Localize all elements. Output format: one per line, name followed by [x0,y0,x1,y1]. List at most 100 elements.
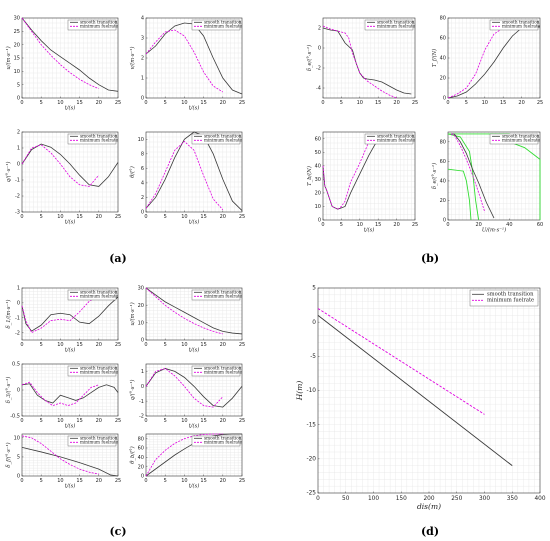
x-tick-label: 0 [144,342,147,348]
x-tick-label: 5 [164,100,167,106]
x-tick-label: 60 [537,222,543,228]
y-axis-label: T_f/(N) [431,49,438,67]
legend-box [191,289,241,301]
x-tick-label: 20 [518,100,524,106]
chart-c2: 0 5 10 15 20 25 0 10 20 30 t/(s) u/(m·s⁻¹) smooth tr… [129,286,245,354]
y-axis-label: θ/(°) [129,166,136,178]
y-tick-label: 10 [315,204,321,210]
legend-box [489,133,539,145]
legend-label-smooth: smooth transition [204,134,242,139]
y-tick-label: 0 [141,474,144,480]
y-tick-label: 20 [138,303,144,309]
x-tick-label: 100 [368,496,379,502]
legend-label-minimum: minimum fuelrate [204,138,243,143]
y-tick-label: 0 [443,218,446,224]
legend-box [67,435,117,447]
y-tick-label: 80 [440,139,446,145]
panel-label-d: (d) [421,525,439,538]
chart-d: 0 50 100 150 200 250 300 350 400 -25 -20 -15 -10 -5 0 5… [295,286,546,511]
legend-label-smooth: smooth transition [502,20,540,25]
chart-a1: 0 5 10 15 20 25 0 5 10 15 20 25 30 t/(s) u/(m·s⁻¹) smoo… [5,16,121,112]
y-tick-label: 0 [141,338,144,344]
y-tick-label: 40 [315,164,321,170]
x-tick-label: 15 [200,342,206,348]
x-tick-label: 25 [239,342,245,348]
legend-label-minimum: minimum fuelrate [80,440,119,445]
legend-label-smooth: smooth transition [204,436,242,441]
legend-label-minimum: minimum fuelrate [80,138,119,143]
legend-label-smooth: smooth transition [204,20,242,25]
legend-box [469,289,539,307]
series-line-smooth [145,368,243,408]
x-tick-label: 25 [115,342,121,348]
x-tick-label: 0 [20,418,23,424]
axes-frame [145,287,243,341]
legend-label-smooth: smooth transition [80,20,118,25]
y-tick-label: 10 [138,320,144,326]
y-tick-label: 0 [17,301,20,307]
y-axis-label: δ_e/(°·s⁻¹) [431,163,438,189]
series-line-minimum [145,433,223,477]
x-tick-label: 5 [340,222,343,228]
x-tick-label: 5 [164,478,167,484]
x-tick-label: 25 [239,478,245,484]
x-tick-label: 10 [181,214,187,220]
y-tick-label: 8 [141,152,144,158]
y-tick-label: 20 [315,191,321,197]
y-tick-label: -1 [15,315,20,321]
y-tick-label: 40 [138,455,144,461]
legend-box [67,289,117,301]
x-tick-label: 20 [220,418,226,424]
y-axis-label: δ_3/(°·s⁻¹) [5,377,12,404]
x-tick-label: 5 [40,214,43,220]
y-tick-label: 80 [440,16,446,22]
x-tick-label: 5 [164,214,167,220]
x-tick-label: 5 [40,478,43,484]
panel-labels-layer: (a) (b) (c) (d) [109,252,439,538]
series-line-minimum [145,368,224,408]
x-tick-label: 0 [144,478,147,484]
y-tick-label: 0 [141,384,144,390]
legend-label-minimum: minimum fuelrate [204,24,243,29]
y-tick-label: 2 [141,195,144,201]
y-tick-label: -4 [316,86,321,92]
legend-label-minimum: minimum fuelrate [487,298,534,304]
y-tick-label: 0 [443,96,446,102]
y-axis-label: u/(m·s⁻¹) [129,302,136,325]
y-tick-label: 5 [17,455,20,461]
x-tick-label: 15 [200,478,206,484]
legend-box [191,133,241,145]
x-tick-label: 15 [76,342,82,348]
x-axis-label: dis(m) [417,502,441,511]
x-tick-label: 25 [115,418,121,424]
series-line-minimum [145,29,224,93]
y-tick-label: 0 [318,218,321,224]
x-tick-label: 20 [475,222,481,228]
x-tick-label: 20 [96,418,102,424]
series-line-smooth [317,314,513,467]
series-line-minimum [21,435,99,475]
x-axis-label: t/(s) [189,105,200,112]
axes-frame [21,131,119,213]
series-line-smooth [21,446,119,477]
x-axis-label: t/(s) [65,105,76,112]
x-tick-label: 0 [144,418,147,424]
x-tick-label: 10 [57,418,63,424]
chart-a2: 0 5 10 15 20 25 0 1 2 3 4 t/(s) v/(m·s⁻¹) smooth tran… [129,16,245,112]
axes-frame [322,17,416,99]
boundary-line [447,133,480,221]
legend-label-smooth: smooth transition [80,436,118,441]
y-tick-label: 0 [318,46,321,52]
series-line-smooth [21,143,119,187]
y-tick-label: 20 [14,42,20,48]
x-axis-label: t/(s) [189,483,200,490]
series-line-minimum [317,308,485,415]
x-tick-label: 200 [423,496,434,502]
x-tick-label: 5 [164,418,167,424]
y-tick-label: -3 [15,210,20,216]
chart-b3: 0 5 10 15 20 25 0 10 20 30 40 50 60 t/(s) T_b/(N) smoot… [306,131,418,234]
y-tick-label: 50 [315,150,321,156]
y-tick-label: 3 [141,36,144,42]
chart-b4: 0 20 40 60 0 20 40 60 80 U/(m·s⁻¹) δ_e/(°·s⁻¹) smoo… [431,131,543,234]
legend-box [364,19,414,31]
